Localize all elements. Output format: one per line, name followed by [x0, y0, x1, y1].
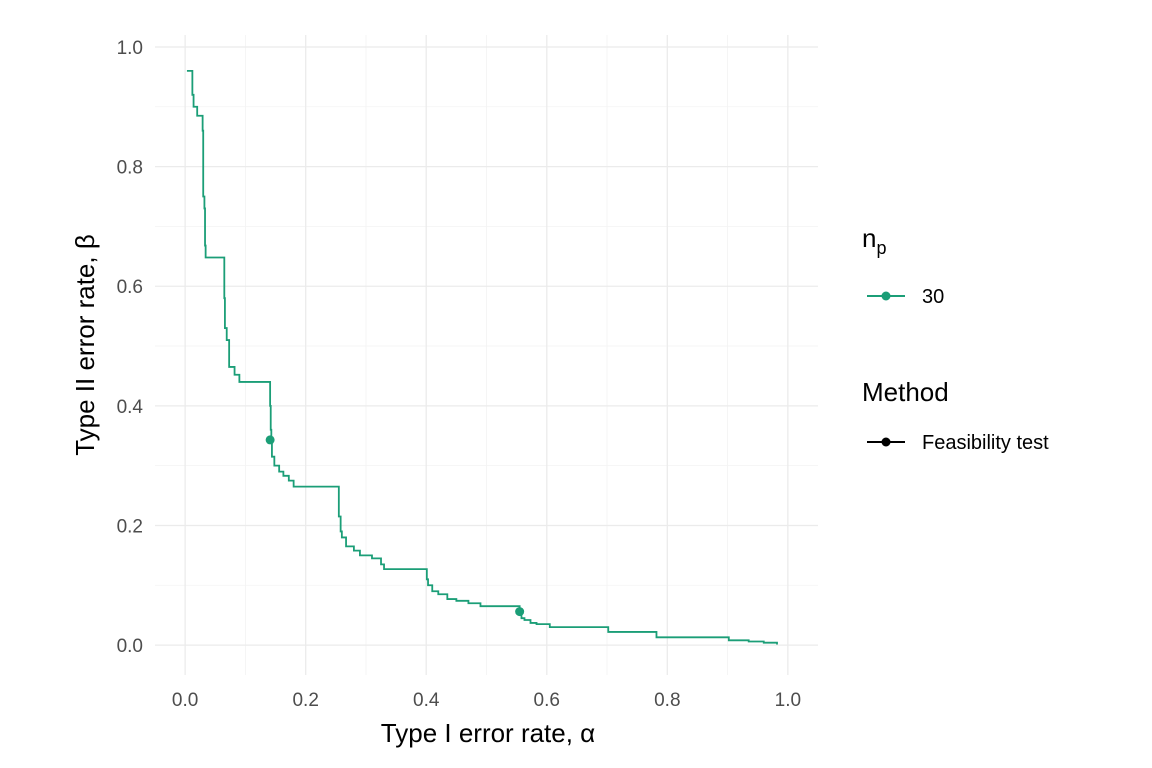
- x-tick-label: 0.6: [534, 690, 560, 711]
- x-tick-label: 0.4: [413, 690, 440, 711]
- y-tick-label: 0.2: [117, 516, 143, 537]
- series-line-30: [186, 69, 778, 645]
- x-tick-label: 0.8: [654, 690, 680, 711]
- x-tick-label: 1.0: [775, 690, 801, 711]
- feasibility-test-point: [265, 435, 275, 445]
- legend-title-np-main: n: [862, 223, 876, 253]
- legend-entry-method-feasibility: Feasibility test: [867, 432, 1049, 454]
- x-tick-labels: 0.0 0.2 0.4 0.6 0.8 1.0: [172, 690, 801, 711]
- series-layer: [186, 69, 778, 645]
- x-tick-label: 0.0: [172, 690, 198, 711]
- y-tick-label: 0.8: [117, 158, 143, 179]
- legend-title-method: Method: [862, 377, 949, 407]
- y-tick-label: 1.0: [117, 38, 143, 59]
- x-axis-title: Type I error rate, α: [381, 718, 595, 748]
- y-tick-labels: 0.0 0.2 0.4 0.6 0.8 1.0: [117, 38, 144, 657]
- y-tick-label: 0.6: [117, 277, 143, 298]
- y-tick-label: 0.0: [117, 636, 143, 657]
- y-axis-title: Type II error rate, β: [70, 234, 100, 456]
- legend-label-feasibility-test: Feasibility test: [922, 432, 1049, 454]
- y-tick-label: 0.4: [117, 397, 144, 418]
- legend-label-np-30: 30: [922, 286, 944, 308]
- legend-title-np: np: [862, 223, 886, 258]
- minor-gridlines: [155, 35, 818, 675]
- legend: np 30 Method Feasibility test: [862, 223, 1049, 454]
- legend-key-point: [881, 291, 891, 301]
- legend-entry-np-30: 30: [867, 286, 944, 308]
- legend-key-point: [881, 437, 891, 447]
- x-tick-label: 0.2: [292, 690, 318, 711]
- legend-title-np-subscript: p: [876, 238, 886, 258]
- feasibility-test-point: [515, 607, 525, 617]
